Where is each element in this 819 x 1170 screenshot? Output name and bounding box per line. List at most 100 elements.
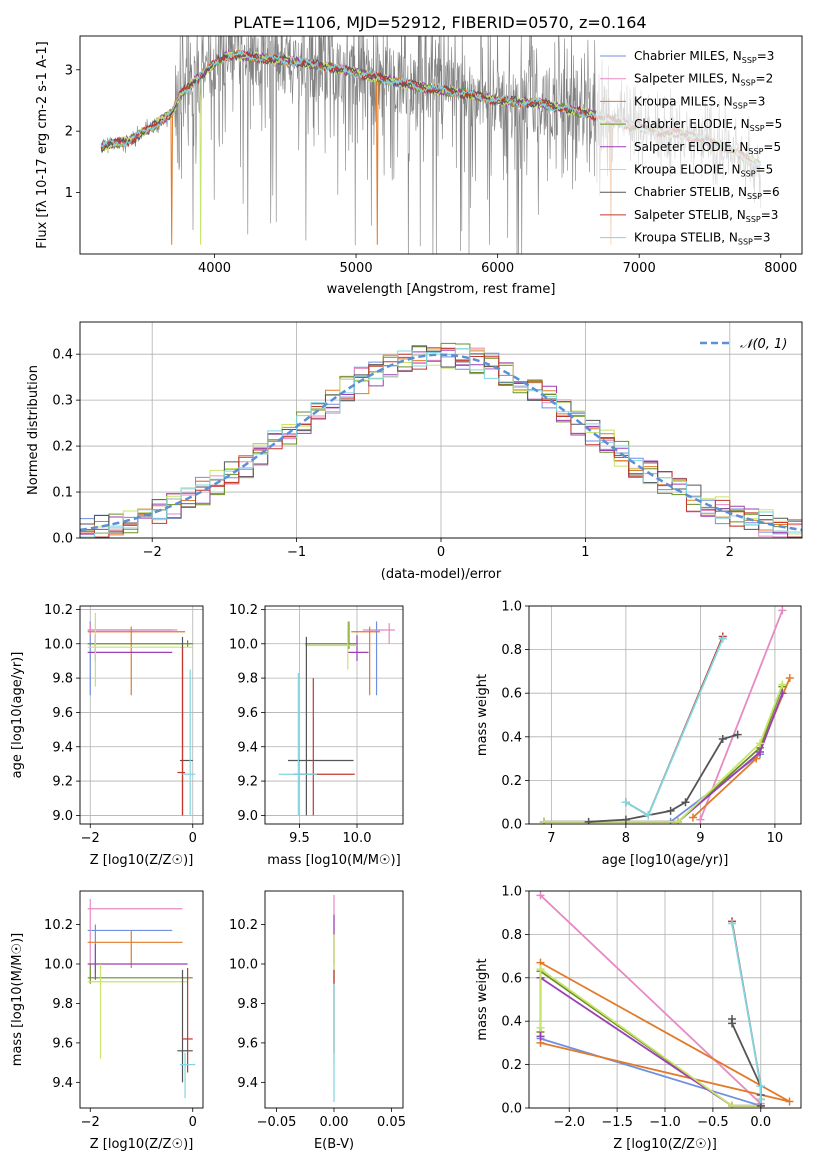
weight-marker [539, 817, 548, 824]
legend-label: Kroupa STELIB, NSSP=3 [634, 231, 771, 247]
x-tick-label: 9 [696, 831, 704, 846]
y-tick-label: 0.8 [501, 928, 522, 943]
plot-area [87, 898, 196, 1099]
x-tick-label: 8000 [764, 261, 797, 276]
histogram-step [80, 345, 802, 534]
residuals-panel: −2 −1 0 1 2 0.0 0.1 0.2 0.3 0.4 (data-model)/error… [26, 321, 803, 582]
weight-line [539, 967, 761, 1107]
y-axis-label: mass weight [475, 958, 490, 1040]
weight-line [540, 1037, 762, 1107]
y-tick-label: 10.2 [229, 918, 258, 933]
y-tick-label: 0.4 [501, 730, 522, 745]
y-tick-label: 9.4 [52, 740, 73, 755]
weight-marker [756, 748, 765, 757]
y-tick-label: 0.6 [501, 971, 522, 986]
x-axis-label: age [log10(age/yr)] [602, 853, 729, 868]
mass-weight-vs-metallicity-panel: −2.0 −1.5 −1.0 −0.5 0.0 0.0 0.2 0.4 0.6 0.8 1.0 Z [… [475, 885, 802, 1152]
weight-marker [644, 811, 653, 820]
x-tick-label: 6000 [481, 261, 514, 276]
histogram-step [80, 347, 802, 538]
axes-frame [264, 605, 404, 825]
weight-marker [718, 734, 727, 743]
weight-marker [536, 965, 545, 974]
x-tick-label: −1.5 [601, 1115, 633, 1130]
y-axis-label: Normed distribution [26, 365, 41, 495]
y-tick-label: 9.8 [52, 997, 73, 1012]
weight-marker [785, 673, 794, 682]
y-tick-label: 9.8 [237, 997, 258, 1012]
histogram-step [80, 342, 802, 538]
x-axis-label: Z [log10(Z/Z☉)] [90, 853, 194, 868]
weight-marker [756, 739, 765, 748]
y-tick-label: 0.4 [501, 1015, 522, 1030]
y-tick-label: 9.0 [237, 809, 258, 824]
x-axis-label: Z [log10(Z/Z☉)] [90, 1137, 194, 1152]
axes-frame [528, 890, 802, 1109]
y-axis-label: age [log10(age/yr)] [10, 652, 25, 779]
x-tick-label: −0.5 [697, 1115, 729, 1130]
x-tick-label: −2.0 [553, 1115, 585, 1130]
y-axis-label: mass [log10(M/M☉)] [10, 933, 25, 1066]
y-tick-label: 0.2 [501, 1058, 522, 1073]
weight-marker [536, 1032, 545, 1041]
weight-marker [778, 606, 787, 615]
y-tick-label: 0.2 [52, 440, 73, 455]
weight-marker [785, 1097, 794, 1106]
legend-box [596, 44, 796, 250]
weight-marker [718, 634, 727, 643]
axes-frame [79, 35, 803, 255]
legend-label: Kroupa MILES, NSSP=3 [634, 94, 765, 110]
legend-label: Kroupa ELODIE, NSSP=5 [634, 163, 773, 179]
x-tick-label: 7000 [623, 261, 656, 276]
plot-area [536, 891, 794, 1108]
x-tick-label: −0.05 [257, 1115, 297, 1130]
y-tick-label: 2 [65, 125, 73, 140]
y-tick-label: 9.4 [237, 1076, 258, 1091]
weight-line [543, 684, 784, 823]
y-tick-label: 0.0 [501, 818, 522, 833]
mass-vs-metallicity-panel: −2 0 9.4 9.6 9.8 10.0 10.2 Z [log10(Z/Z☉)] mass … [10, 890, 204, 1152]
gaussian-reference-line [80, 353, 802, 532]
y-tick-label: 9.6 [237, 1036, 258, 1051]
x-tick-label: 8 [622, 831, 630, 846]
weight-marker [688, 813, 697, 822]
legend-label: Salpeter MILES, NSSP=2 [634, 72, 773, 88]
axes-frame [79, 321, 803, 539]
y-tick-label: 9.6 [52, 1036, 73, 1051]
x-tick-label: 0.05 [377, 1115, 406, 1130]
y-tick-label: 9.0 [52, 809, 73, 824]
y-tick-label: 1.0 [501, 600, 522, 615]
x-tick-label: 10.0 [343, 831, 372, 846]
y-axis-label: Flux [fλ 10-17 erg cm-2 s-1 A-1] [35, 41, 50, 248]
y-tick-label: 0.1 [52, 486, 73, 501]
y-tick-label: 9.6 [52, 706, 73, 721]
x-tick-label: 10 [767, 831, 784, 846]
legend-label: Salpeter ELODIE, NSSP=5 [634, 140, 781, 156]
x-tick-label: 2 [726, 545, 734, 560]
y-tick-label: 10.0 [229, 957, 258, 972]
legend: Chabrier MILES, NSSP=3 Salpeter MILES, NS… [596, 44, 796, 250]
y-tick-label: 1.0 [501, 885, 522, 900]
axes-frame [79, 890, 204, 1109]
weight-marker [756, 1095, 765, 1104]
y-tick-label: 10.0 [44, 957, 73, 972]
weight-marker [621, 798, 630, 807]
y-tick-label: 0.4 [52, 348, 73, 363]
legend-label: Chabrier MILES, NSSP=3 [634, 49, 774, 65]
weight-marker [728, 1101, 737, 1108]
y-tick-label: 9.2 [52, 775, 73, 790]
weight-marker [584, 817, 593, 824]
weight-line [539, 894, 762, 1105]
weight-marker [666, 806, 675, 815]
mass-vs-ebv-panel: −0.05 0.00 0.05 9.4 9.6 9.8 10.0 10.2 E(B-V) [229, 890, 406, 1152]
x-axis-label: Z [log10(Z/Z☉)] [613, 1137, 717, 1152]
plot-area [539, 606, 794, 824]
figure-title: PLATE=1106, MJD=52912, FIBERID=0570, z=0… [233, 13, 646, 32]
x-tick-label: 0 [437, 545, 445, 560]
age-vs-mass-panel: 9.5 10.0 9.0 9.2 9.4 9.6 9.8 10.0 10.2 mass [log1… [229, 603, 404, 868]
weight-marker [696, 815, 705, 824]
x-tick-label: 7 [547, 831, 555, 846]
y-tick-label: 10.2 [44, 918, 73, 933]
x-tick-label: 4000 [198, 261, 231, 276]
